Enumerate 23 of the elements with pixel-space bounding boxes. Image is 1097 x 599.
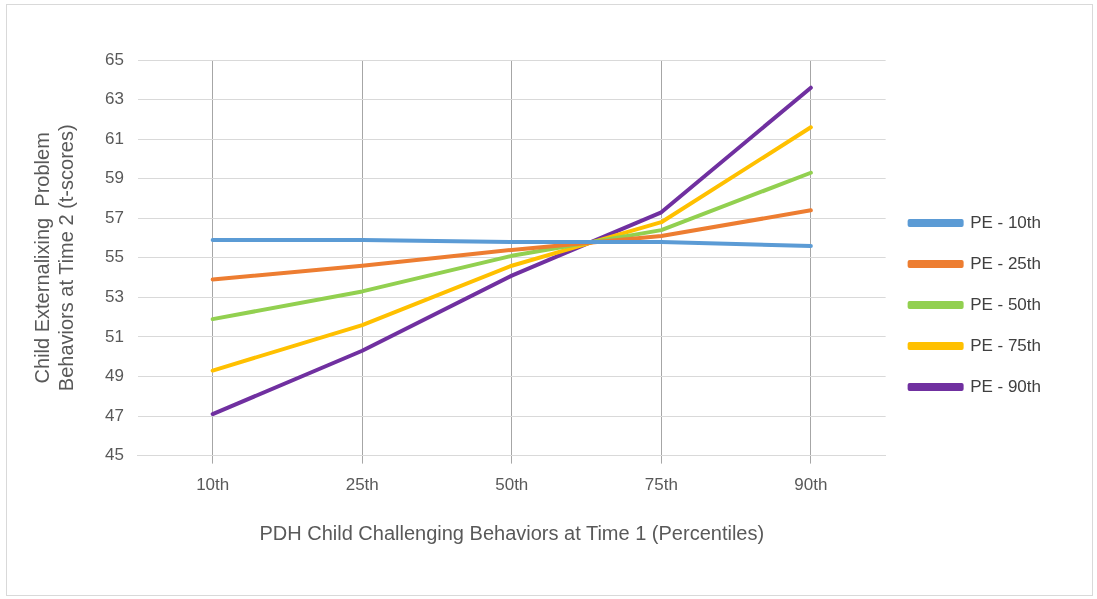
- y-tick-label: 47: [104, 405, 124, 425]
- legend-label: PE - 10th: [970, 212, 1041, 232]
- y-tick-label: 59: [104, 168, 124, 188]
- x-tick-label: 75th: [644, 475, 678, 495]
- x-tick-label: 50th: [495, 475, 529, 495]
- y-axis-title: Child Externalixing Problem Behaviors at Time 2 (t-scores): [30, 124, 77, 392]
- x-tick-label: 25th: [345, 475, 379, 495]
- x-axis-title: PDH Child Challenging Behaviors at Time 1 (Percentiles): [259, 521, 765, 544]
- y-tick-label: 53: [104, 287, 124, 307]
- y-tick-label: 61: [104, 128, 124, 148]
- legend-label: PE - 25th: [970, 253, 1041, 273]
- y-tick-label: 63: [104, 89, 124, 109]
- legend-label: PE - 75th: [970, 335, 1041, 355]
- y-tick-label: 51: [104, 326, 124, 346]
- x-tick-label: 90th: [794, 475, 828, 495]
- legend-label: PE - 90th: [970, 376, 1041, 396]
- x-tick-label: 10th: [196, 475, 230, 495]
- y-tick-label: 45: [104, 445, 124, 465]
- y-tick-label: 49: [104, 366, 124, 386]
- y-tick-label: 65: [104, 49, 124, 69]
- y-tick-label: 55: [104, 247, 124, 267]
- y-tick-label: 57: [104, 207, 124, 227]
- legend-label: PE - 50th: [970, 294, 1041, 314]
